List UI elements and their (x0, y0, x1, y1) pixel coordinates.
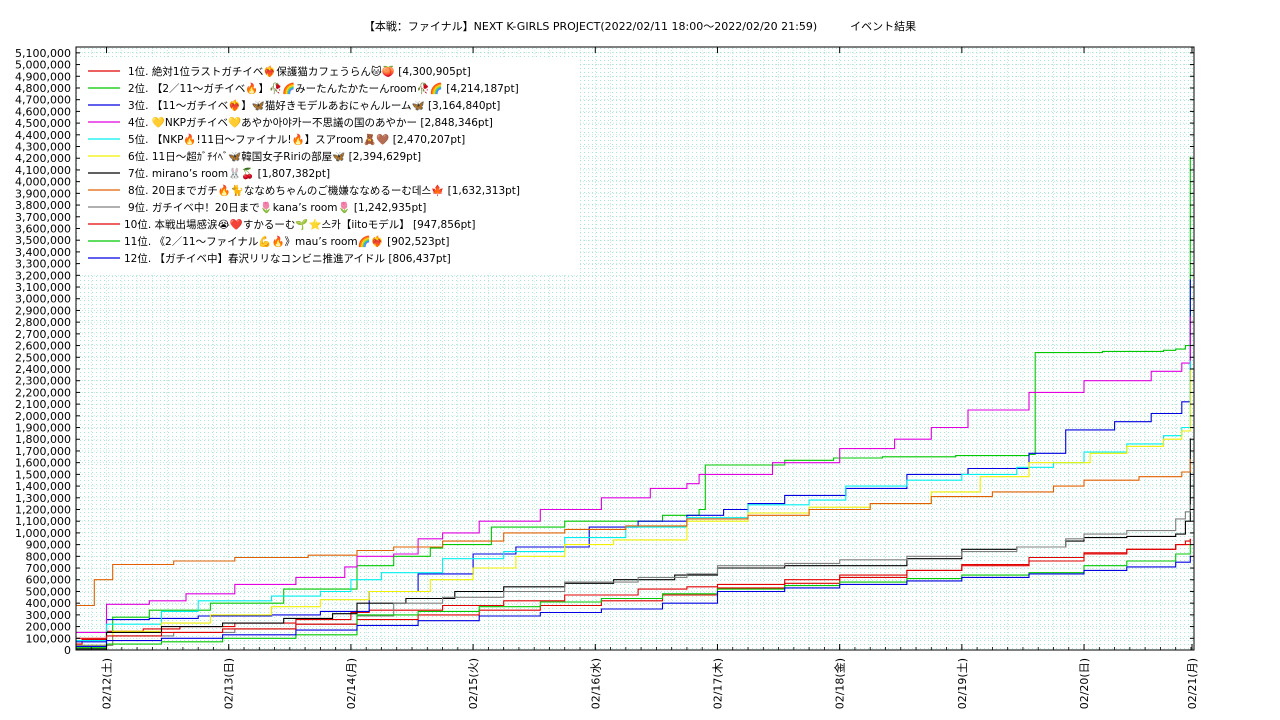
y-tick-label: 3,400,000 (15, 246, 71, 259)
y-tick-label: 200,000 (26, 621, 72, 634)
series-line-5 (76, 360, 1191, 642)
y-tick-label: 3,000,000 (15, 293, 71, 306)
series-line-2 (76, 156, 1191, 633)
y-tick-label: 900,000 (26, 539, 72, 552)
series-line-8 (76, 458, 1191, 607)
x-tick-label: 02/20(日) (1078, 658, 1091, 709)
legend-item: 2位. 【2／11～ガチイベ🔥】🥀🌈みーたんたかたーんroom🥀🌈 [4,214… (128, 82, 519, 95)
y-tick-label: 4,100,000 (15, 164, 71, 177)
y-tick-label: 4,500,000 (15, 117, 71, 130)
y-tick-label: 4,600,000 (15, 105, 71, 118)
legend-item: 5位. 【NKP🔥!11日～ファイナル!🔥】スアroom🧸🤎 [2,470,20… (128, 133, 465, 146)
series-line-12 (76, 555, 1191, 648)
x-tick-label: 02/13(日) (223, 658, 236, 709)
y-tick-label: 3,700,000 (15, 211, 71, 224)
y-tick-label: 800,000 (26, 550, 72, 563)
y-tick-label: 1,700,000 (15, 445, 71, 458)
y-tick-label: 4,800,000 (15, 82, 71, 95)
legend-item: 12位. 【ガチイベ中】春沢リリなコンビニ推進アイドル [806,437pt] (124, 252, 451, 265)
chart-title: 【本戦：ファイナル】NEXT K-GIRLS PROJECT(2022/02/1… (363, 20, 917, 33)
y-tick-label: 5,000,000 (15, 59, 71, 72)
y-tick-label: 1,300,000 (15, 492, 71, 505)
legend-item: 7位. mirano’s room🐰🍒 [1,807,382pt] (128, 167, 330, 180)
x-tick-label: 02/15(火) (467, 658, 480, 709)
legend-item: 9位. ガチイベ中！20日まで🌷kana’s room🌷 [1,242,935p… (128, 201, 426, 214)
legend-box (80, 58, 580, 273)
y-tick-label: 4,400,000 (15, 129, 71, 142)
y-tick-label: 3,800,000 (15, 199, 71, 212)
y-tick-label: 700,000 (26, 562, 72, 575)
x-tick-label: 02/17(木) (711, 658, 724, 709)
y-tick-label: 5,100,000 (15, 47, 71, 60)
y-tick-label: 2,000,000 (15, 410, 71, 423)
y-tick-label: 3,600,000 (15, 222, 71, 235)
x-tick-label: 02/14(月) (345, 658, 358, 709)
y-tick-label: 1,200,000 (15, 503, 71, 516)
y-tick-label: 3,200,000 (15, 269, 71, 282)
y-tick-label: 2,600,000 (15, 340, 71, 353)
y-tick-label: 2,900,000 (15, 304, 71, 317)
x-tick-label: 02/12(土) (101, 658, 114, 709)
x-tick-label: 02/21(月) (1186, 658, 1199, 709)
x-tick-label: 02/16(水) (589, 658, 602, 709)
y-tick-label: 1,400,000 (15, 480, 71, 493)
y-tick-label: 4,900,000 (15, 70, 71, 83)
y-tick-label: 3,500,000 (15, 234, 71, 247)
series-line-6 (76, 369, 1191, 646)
legend-item: 1位. 絶対1位ラストガチイベ❤️‍🔥保護猫カフェうらん🐱🍑 [4,300,90… (128, 65, 471, 78)
y-tick-label: 0 (64, 644, 71, 657)
y-tick-label: 2,800,000 (15, 316, 71, 329)
y-tick-label: 4,000,000 (15, 176, 71, 189)
y-tick-label: 1,500,000 (15, 468, 71, 481)
y-tick-label: 4,200,000 (15, 152, 71, 165)
y-tick-label: 1,800,000 (15, 433, 71, 446)
y-tick-label: 400,000 (26, 597, 72, 610)
x-tick-label: 02/18(金) (833, 658, 847, 709)
plot-frame (75, 46, 1195, 651)
legend-item: 11位. 《2／11～ファイナル💪🔥》mau’s room🌈❤️‍🔥 [902,… (124, 235, 450, 248)
y-tick-label: 4,700,000 (15, 94, 71, 107)
legend-item: 4位. 💛NKPガチイベ💛あやか아야카ー不思議の国のあやかー [2,848,34… (128, 116, 493, 129)
y-tick-label: 2,200,000 (15, 386, 71, 399)
y-tick-label: 2,400,000 (15, 363, 71, 376)
y-tick-label: 3,100,000 (15, 281, 71, 294)
y-tick-label: 3,300,000 (15, 258, 71, 271)
y-tick-label: 4,300,000 (15, 141, 71, 154)
legend-item: 6位. 11日～超ｶﾞﾁｲﾍﾞ🦋韓国女子Ririの部屋🦋 [2,394,629p… (128, 150, 421, 163)
y-tick-label: 2,500,000 (15, 351, 71, 364)
y-tick-label: 1,900,000 (15, 422, 71, 435)
y-tick-label: 2,700,000 (15, 328, 71, 341)
y-tick-label: 1,100,000 (15, 515, 71, 528)
legend-item: 8位. 20日までガチ🔥🐈ななめちゃんのご機嫌ななめるーむ데스🍁 [1,632,… (128, 184, 520, 197)
y-tick-label: 500,000 (26, 585, 72, 598)
y-tick-label: 3,900,000 (15, 187, 71, 200)
y-tick-label: 1,000,000 (15, 527, 71, 540)
y-tick-label: 600,000 (26, 574, 72, 587)
y-tick-label: 300,000 (26, 609, 72, 622)
series-lines (76, 156, 1191, 650)
y-tick-label: 2,300,000 (15, 375, 71, 388)
legend: 1位. 絶対1位ラストガチイベ❤️‍🔥保護猫カフェうらん🐱🍑 [4,300,90… (80, 58, 580, 273)
y-tick-label: 1,600,000 (15, 457, 71, 470)
series-line-4 (76, 316, 1191, 633)
legend-item: 3位. 【11～ガチイベ❤️‍🔥】🦋猫好きモデルあおにゃんルーム🦋 [3,164… (128, 99, 500, 112)
axes: 0100,000200,000300,000400,000500,000600,… (15, 46, 1199, 709)
legend-item: 10位. 本戦出場感涙😭❤️すかるーむ🌱⭐스카【iitoモデル】 [947,85… (124, 218, 475, 231)
y-tick-label: 2,100,000 (15, 398, 71, 411)
y-tick-label: 100,000 (26, 632, 72, 645)
x-tick-label: 02/19(土) (956, 658, 969, 709)
